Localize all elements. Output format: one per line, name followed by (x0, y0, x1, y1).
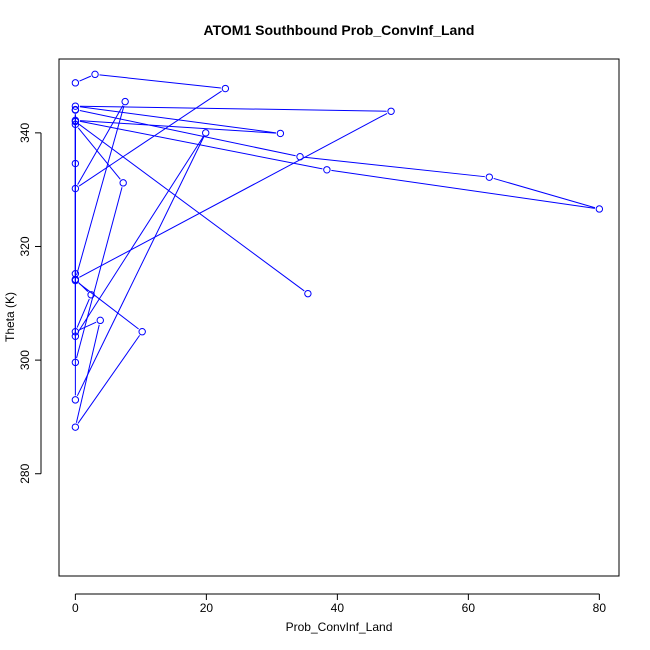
series-segment (79, 106, 276, 134)
series-segment (77, 105, 124, 185)
data-point (71, 396, 80, 404)
data-point (71, 159, 80, 168)
series-segment (493, 177, 596, 209)
data-point (119, 179, 127, 187)
series-segment (79, 321, 97, 331)
series-segment (77, 335, 141, 424)
series-segment (76, 187, 123, 359)
y-axis: 280 300 320 340 (18, 123, 42, 484)
series-segment (79, 75, 92, 82)
y-tick-label: 300 (18, 350, 32, 370)
series-segment (77, 136, 204, 333)
y-axis-label: Theta (K) (3, 292, 17, 342)
data-point (304, 289, 312, 298)
series-segment (99, 74, 221, 89)
series-segment (79, 105, 387, 112)
data-point (71, 120, 80, 129)
data-point (323, 166, 331, 174)
plot-frame (58, 58, 620, 577)
data-point (71, 332, 80, 340)
x-axis: 0 20 40 60 80 (72, 593, 607, 615)
data-point (71, 270, 80, 278)
series-segment (76, 298, 90, 328)
data-point (96, 316, 104, 325)
data-point (71, 184, 80, 193)
data-point (71, 358, 80, 367)
series-segment (76, 105, 125, 276)
data-point (221, 84, 230, 93)
series-segment (79, 109, 296, 157)
data-point (71, 328, 80, 336)
data-point (387, 107, 395, 115)
data-point (296, 153, 304, 161)
x-tick-label: 0 (72, 601, 79, 615)
data-point (485, 173, 494, 181)
series-segment (78, 282, 139, 330)
x-axis-label: Prob_ConvInf_Land (286, 620, 393, 634)
x-tick-label: 40 (331, 601, 345, 615)
series-segment (331, 169, 595, 209)
y-tick-label: 280 (18, 463, 32, 483)
data-point (91, 70, 99, 79)
series-layer (71, 70, 604, 431)
x-tick-label: 80 (593, 601, 607, 615)
data-point (71, 423, 80, 431)
data-point (138, 328, 146, 336)
x-tick-label: 60 (462, 601, 476, 615)
data-point (87, 291, 95, 299)
y-tick-label: 320 (18, 236, 32, 256)
series-segment (79, 120, 276, 134)
x-tick-label: 20 (200, 601, 214, 615)
chart-title: ATOM1 Southbound Prob_ConvInf_Land (204, 22, 475, 38)
series-segment (78, 123, 305, 292)
data-point (595, 205, 604, 213)
data-point (71, 106, 80, 114)
data-point (276, 129, 285, 138)
data-point (71, 117, 80, 126)
data-point (71, 79, 80, 87)
series-segment (79, 120, 323, 170)
data-point (71, 102, 80, 110)
series-segment (79, 112, 388, 278)
series-segment (304, 156, 485, 178)
series-segment (77, 127, 121, 180)
y-tick-label: 340 (18, 123, 32, 143)
data-point (121, 97, 129, 106)
data-point (202, 129, 210, 137)
series-segment (76, 136, 205, 397)
series-segment (78, 90, 222, 187)
